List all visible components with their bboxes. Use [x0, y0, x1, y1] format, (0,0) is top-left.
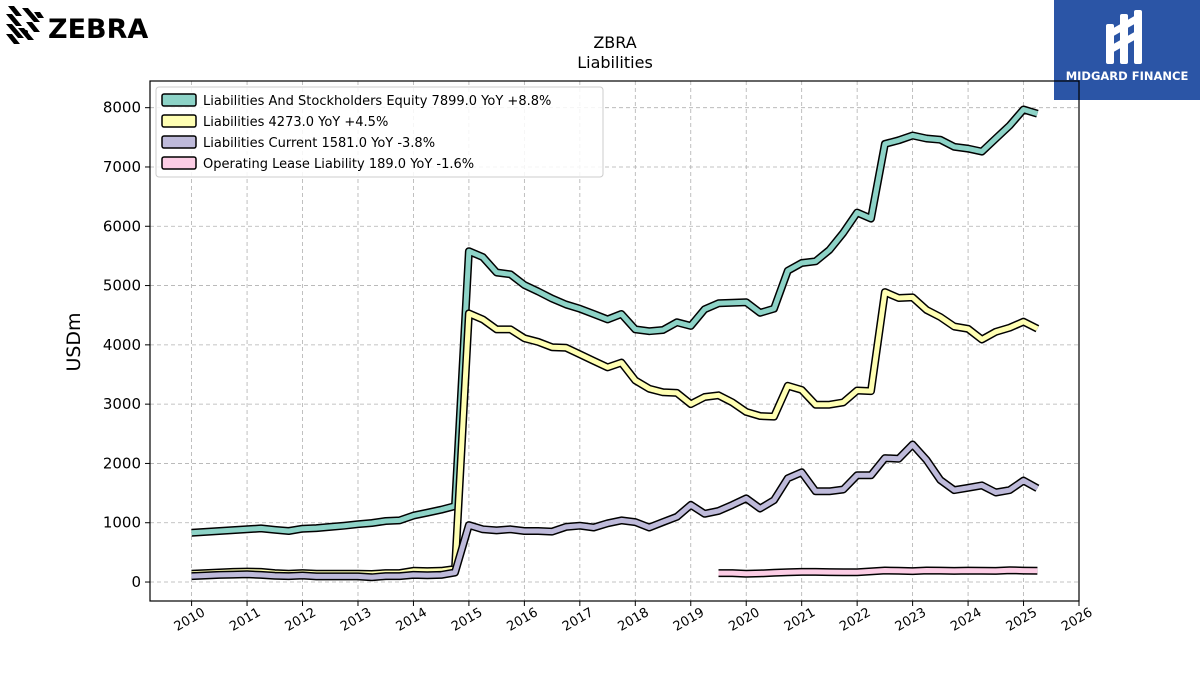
legend-label: Liabilities 4273.0 YoY +4.5%	[203, 115, 388, 130]
y-tick-label: 0	[131, 573, 141, 591]
series-line	[718, 567, 1038, 577]
legend-swatch	[161, 135, 197, 149]
zebra-logo: ZEBRA	[4, 4, 154, 50]
x-tick-label: 2010	[172, 605, 208, 635]
y-tick-label: 8000	[103, 99, 141, 117]
zebra-wordmark: ZEBRA	[48, 14, 148, 45]
x-tick-label: 2026	[1059, 605, 1095, 635]
legend-label: Liabilities Current 1581.0 YoY -3.8%	[203, 136, 435, 151]
series-liabilities-and-stockholders-equity	[191, 105, 1039, 537]
x-tick-label: 2015	[449, 605, 485, 635]
series-line	[191, 442, 1039, 580]
y-tick-label: 1000	[103, 514, 141, 532]
y-tick-label: 2000	[103, 454, 141, 472]
legend-swatch	[161, 114, 197, 128]
x-axis-ticks: 2010 2011 2012 2013 2014 2015 2016 2017 2018 2019…	[172, 601, 1095, 635]
legend: Liabilities And Stockholders Equity 7899…	[155, 86, 604, 178]
x-tick-label: 2019	[671, 605, 707, 635]
legend-label: Liabilities And Stockholders Equity 7899…	[203, 94, 551, 109]
y-tick-label: 7000	[103, 158, 141, 176]
series-liabilities-current	[191, 440, 1040, 582]
legend-label: Operating Lease Liability 189.0 YoY -1.6…	[203, 157, 474, 172]
y-axis-ticks: 0 1000 2000 3000 4000 5000 6000 7000 8000	[103, 99, 150, 591]
y-tick-label: 4000	[103, 336, 141, 354]
zebra-head-icon: ZEBRA	[6, 6, 148, 45]
series-outline	[191, 440, 1040, 582]
x-tick-label: 2025	[1004, 605, 1040, 635]
legend-box	[155, 86, 604, 178]
x-tick-label: 2014	[394, 605, 430, 635]
legend-swatch	[161, 156, 197, 170]
midgard-wordmark: MIDGARD FINANCE	[1066, 69, 1189, 83]
plot-frame	[149, 80, 1080, 602]
x-tick-label: 2024	[948, 605, 984, 635]
x-tick-label: 2018	[615, 605, 651, 635]
legend-swatch	[161, 93, 197, 107]
series-layer	[191, 105, 1040, 582]
y-tick-label: 3000	[103, 395, 141, 413]
chart-title: ZBRA	[593, 33, 636, 52]
y-tick-label: 6000	[103, 217, 141, 235]
chart-subtitle: Liabilities	[577, 53, 653, 72]
x-tick-label: 2023	[893, 605, 929, 635]
x-tick-label: 2017	[560, 605, 596, 635]
x-tick-label: 2011	[227, 605, 263, 635]
y-tick-label: 5000	[103, 277, 141, 295]
x-tick-label: 2021	[782, 605, 818, 635]
x-tick-label: 2012	[283, 605, 319, 635]
midgard-monogram-icon: MIDGARD FINANCE	[1066, 10, 1189, 83]
x-tick-label: 2020	[726, 605, 762, 635]
series-operating-lease-liability	[718, 566, 1038, 578]
x-tick-label: 2022	[837, 605, 873, 635]
x-tick-label: 2016	[505, 605, 541, 635]
series-line	[191, 107, 1039, 536]
midgard-finance-logo: MIDGARD FINANCE	[1054, 0, 1200, 100]
x-tick-label: 2013	[338, 605, 374, 635]
y-axis-label: USDm	[63, 312, 85, 371]
